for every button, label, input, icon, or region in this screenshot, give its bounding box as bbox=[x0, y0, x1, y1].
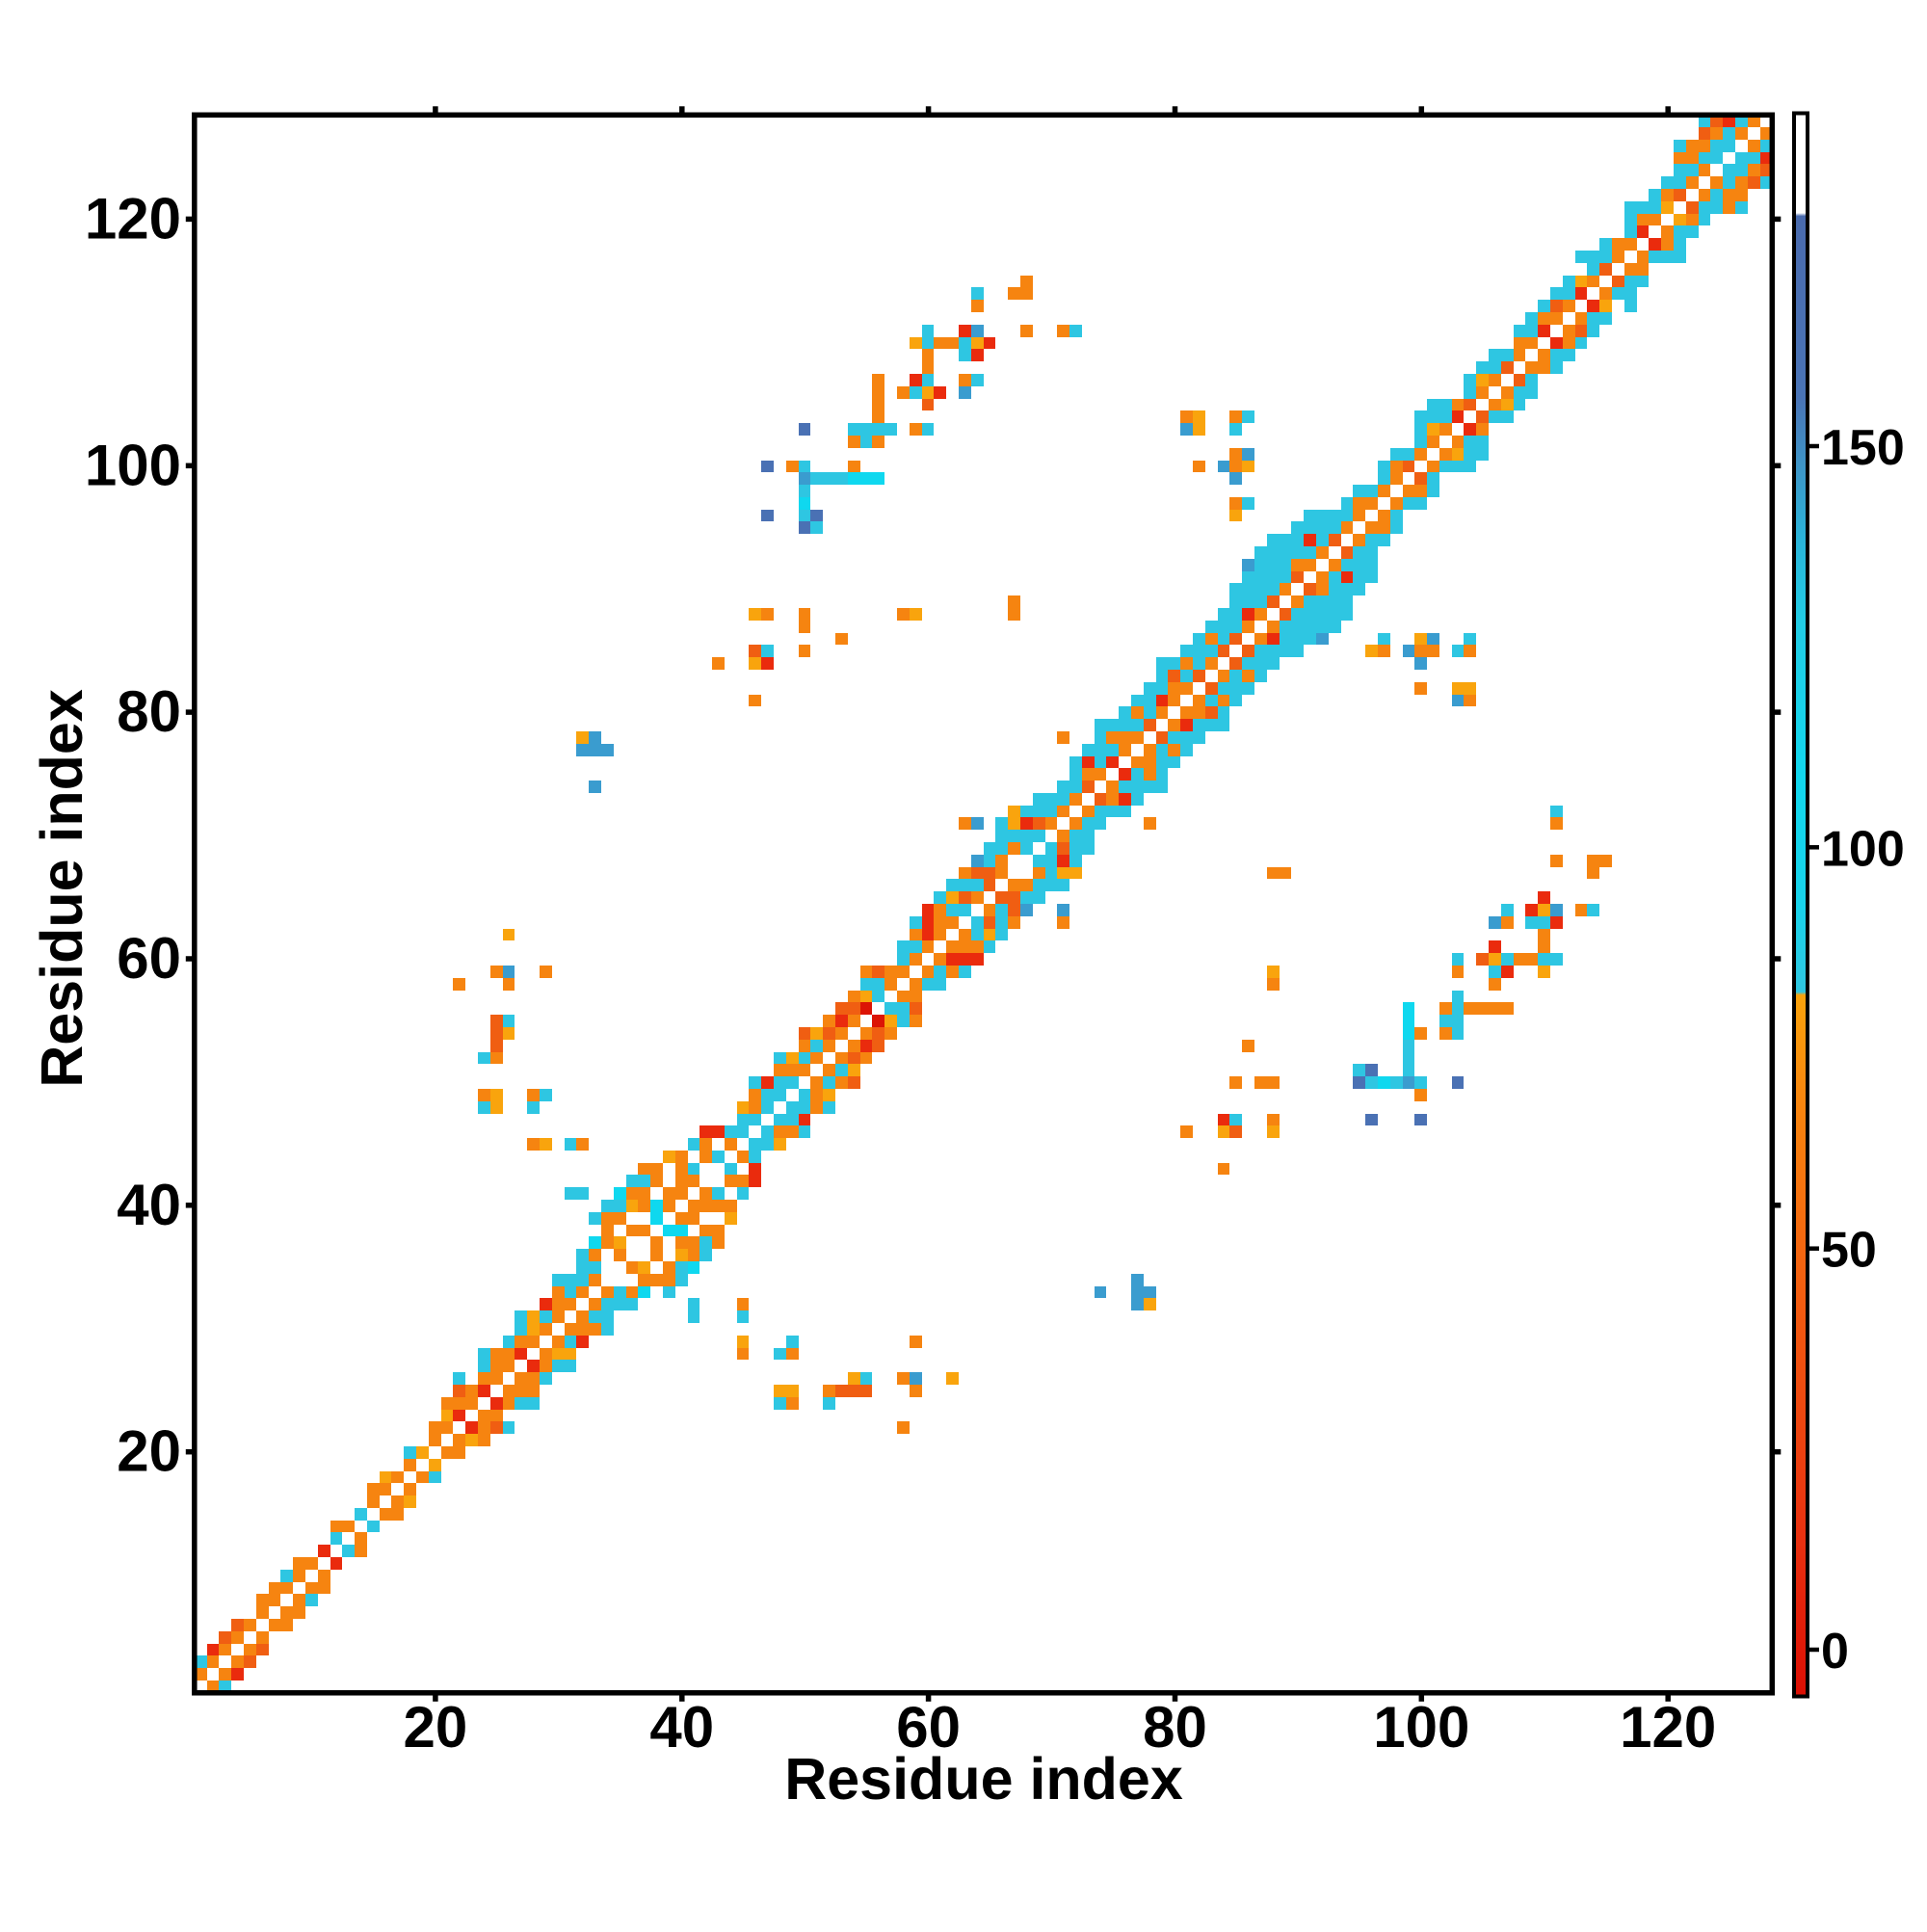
svg-text:80: 80 bbox=[1143, 1695, 1207, 1760]
svg-text:100: 100 bbox=[85, 433, 181, 497]
svg-text:120: 120 bbox=[1620, 1695, 1716, 1760]
svg-text:100: 100 bbox=[1821, 821, 1905, 877]
svg-text:Residue index: Residue index bbox=[29, 689, 94, 1088]
svg-text:40: 40 bbox=[649, 1695, 714, 1760]
svg-text:60: 60 bbox=[117, 926, 181, 991]
svg-text:150: 150 bbox=[1821, 420, 1905, 476]
svg-text:40: 40 bbox=[117, 1173, 181, 1237]
svg-text:20: 20 bbox=[404, 1695, 468, 1760]
svg-text:100: 100 bbox=[1373, 1695, 1469, 1760]
svg-text:120: 120 bbox=[85, 186, 181, 251]
svg-text:60: 60 bbox=[896, 1695, 961, 1760]
svg-text:50: 50 bbox=[1821, 1223, 1877, 1279]
svg-text:Residue index: Residue index bbox=[784, 1746, 1183, 1812]
svg-text:20: 20 bbox=[117, 1419, 181, 1484]
svg-text:80: 80 bbox=[117, 679, 181, 744]
svg-text:0: 0 bbox=[1821, 1624, 1849, 1680]
